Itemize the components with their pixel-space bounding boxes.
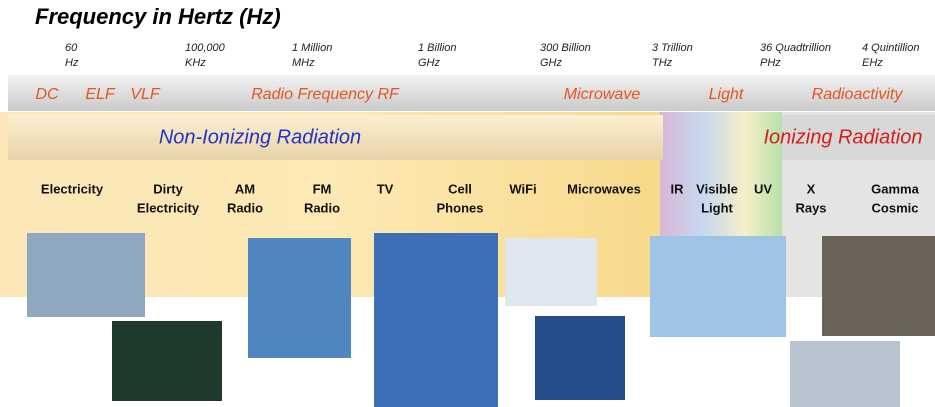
source-label: X [807, 181, 816, 196]
source-label: IR [671, 181, 685, 196]
source-label: Phones [437, 200, 484, 215]
source-label: FM [313, 181, 332, 196]
source-label: Rays [795, 200, 826, 215]
source-label: WiFi [509, 181, 536, 196]
source-label: Electricity [41, 181, 104, 196]
photo-dish [535, 316, 625, 400]
source-label: AM [235, 181, 255, 196]
frequency-unit: PHz [760, 57, 781, 69]
band-label: ELF [85, 86, 116, 103]
photo-radio-tower [248, 238, 351, 358]
frequency-unit: KHz [185, 57, 206, 69]
source-label: Gamma [871, 181, 919, 196]
frequency-unit: Hz [65, 57, 79, 69]
photo-cell-tower [374, 233, 498, 407]
photo-hands [650, 236, 786, 337]
title: Frequency in Hertz (Hz) [35, 4, 281, 29]
band-label: VLF [130, 86, 161, 103]
frequency-value: 36 Quadtrillion [760, 42, 831, 54]
ionizing-label: Ionizing Radiation [764, 126, 923, 148]
frequency-value: 300 Billion [540, 42, 591, 54]
source-label: Radio [227, 200, 263, 215]
source-label: Cell [448, 181, 472, 196]
photo-xray [790, 341, 900, 407]
frequency-value: 100,000 [185, 42, 226, 54]
non-ionizing-label: Non-Ionizing Radiation [159, 126, 361, 148]
photo-router [505, 238, 597, 306]
page: Frequency in Hertz (Hz) 60 Hz 100,000 KHz 1 … [0, 0, 935, 407]
frequency-unit: THz [652, 57, 673, 69]
frequency-value: 1 Billion [418, 42, 457, 54]
source-label: Microwaves [567, 181, 641, 196]
source-label: Cosmic [872, 200, 919, 215]
source-label: Radio [304, 200, 340, 215]
source-label: Dirty [153, 181, 183, 196]
band-label: Radioactivity [812, 86, 904, 103]
photo-dirty-electricity [112, 321, 222, 401]
source-label: TV [377, 181, 394, 196]
band-label: Radio Frequency RF [251, 86, 400, 103]
frequency-value: 3 Trillion [652, 42, 693, 54]
band-label: DC [35, 86, 59, 103]
source-label: Light [701, 200, 733, 215]
source-label: UV [754, 181, 772, 196]
frequency-unit: GHz [418, 57, 441, 69]
photo-radioactive [822, 236, 935, 336]
source-label: Visible [696, 181, 738, 196]
frequency-value: 4 Quintillion [862, 42, 919, 54]
band-label: Light [709, 86, 744, 103]
frequency-unit: MHz [292, 57, 315, 69]
infographic: Frequency in Hertz (Hz) 60 Hz 100,000 KHz 1 … [0, 0, 935, 407]
band-label: Microwave [564, 86, 641, 103]
frequency-value: 1 Million [292, 42, 332, 54]
frequency-value: 60 [65, 42, 78, 54]
photo-electricity [27, 233, 145, 317]
frequency-unit: GHz [540, 57, 563, 69]
frequency-unit: EHz [862, 57, 883, 69]
source-label: Electricity [137, 200, 200, 215]
